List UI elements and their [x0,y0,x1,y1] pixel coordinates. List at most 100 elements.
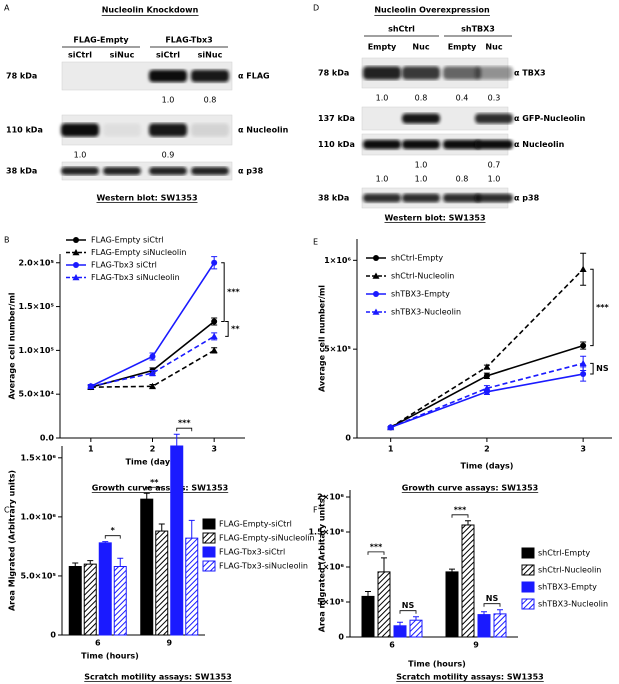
series-line [90,349,215,388]
blot-caption: Western blot: SW1353 [384,214,485,223]
lane-label: siNuc [198,51,223,60]
significance-bracket [225,320,229,337]
y-tick-label: 1.5×10⁶ [20,453,56,462]
error-bar [413,616,419,621]
bar [68,565,82,636]
error-bar [143,492,150,500]
group-label: shTBX3 [461,25,495,34]
error-bar [188,519,195,539]
blot-band [443,66,481,80]
x-axis-label: Time (days) [126,458,179,467]
legend-label: FLAG-Tbx3 siCtrl [91,261,157,270]
group-label: shCtrl [388,25,415,34]
y-tick-label: 0 [50,631,56,640]
quantification: 0.4 [456,94,469,103]
quantification: 0.3 [488,94,501,103]
bar [445,571,459,638]
panel-letter: D [313,4,319,13]
error-bar [497,609,503,614]
panel-letter: F [313,506,318,515]
bar [185,537,199,636]
y-tick-label: 0 [345,434,351,443]
blot-band [475,139,513,150]
kda-label: 110 kDa [318,140,355,149]
point [579,359,587,367]
series-line [390,362,584,429]
blot-caption: Western blot: SW1353 [96,194,197,203]
significance-bracket [176,427,193,432]
point [149,353,156,360]
blot-band [402,139,440,150]
panel-letter: C [4,506,10,515]
y-axis-label: Area migrated (Arbitary units) [318,495,327,632]
x-tick-label: 6 [95,639,101,648]
significance-label: *** [370,542,383,551]
point [73,237,79,243]
y-tick-label: 1.0×10⁵ [18,346,54,355]
significance-bracket [146,486,163,491]
x-tick-label: 1 [88,445,94,454]
blot-band [61,123,99,137]
significance-bracket [221,262,225,322]
point [211,259,218,266]
panel-letter: A [4,4,10,13]
significance-label: NS [486,594,499,603]
blot-band [149,123,187,137]
legend-swatch [202,546,216,558]
legend-label: shCtrl-Nucleolin [391,272,454,281]
legend-label: shTBX3-Nucleolin [391,308,461,317]
point [579,265,587,273]
x-axis-label: Time (days) [461,462,514,471]
x-tick-label: 2 [150,445,156,454]
bar [477,614,491,638]
group-label: FLAG-Tbx3 [165,36,212,45]
significance-bracket [590,268,594,347]
point [149,369,156,376]
y-tick-label: 2×10⁶ [317,493,344,502]
bar [140,498,154,636]
blot-band [103,123,141,137]
point [580,371,587,378]
y-tick-label: 5×10⁵ [317,598,344,607]
point [372,272,380,279]
lane-label: Nuc [412,43,429,52]
bar [377,571,391,638]
point [483,363,491,370]
quantification: 1.0 [376,94,389,103]
point [372,308,380,315]
x-tick-label: 3 [580,445,586,454]
point [87,382,95,390]
error-bar [381,557,387,572]
x-axis-label: Time (hours) [408,660,466,669]
point [210,332,218,340]
kda-label: 38 kDa [318,194,349,203]
lane-label: siCtrl [156,51,180,60]
panel-letter: B [4,236,10,245]
antibody-label: α FLAG [238,72,270,81]
quantification: 1.0 [415,161,428,170]
quantification: 0.8 [415,94,428,103]
kda-label: 137 kDa [318,114,355,123]
legend-label: shTBX3-Empty [538,583,597,592]
legend-label: shCtrl-Nucleolin [538,566,601,575]
blot-title: Nucleolin Overexpression [374,6,490,15]
bar [461,524,475,638]
y-tick-label: 5×10⁵ [324,345,351,354]
antibody-label: α Nucleolin [238,126,289,135]
group-label: FLAG-Empty [73,36,129,45]
y-tick-label: 5.0×10⁵ [20,571,56,580]
legend-label: FLAG-Empty siCtrl [91,236,164,245]
quantification: 0.9 [162,151,175,160]
legend-label: shTBX3-Empty [391,290,450,299]
blot-band [363,139,401,150]
legend-label: FLAG-Tbx3 siNucleolin [91,273,180,282]
significance-label: NS [402,601,415,610]
bar [361,595,375,638]
bar [98,542,112,636]
blot-band [103,167,141,175]
lane-label: Empty [448,43,477,52]
error-bar [87,560,94,565]
x-tick-label: 1 [388,445,394,454]
legend-swatch [521,564,535,576]
blot-band [363,66,401,80]
